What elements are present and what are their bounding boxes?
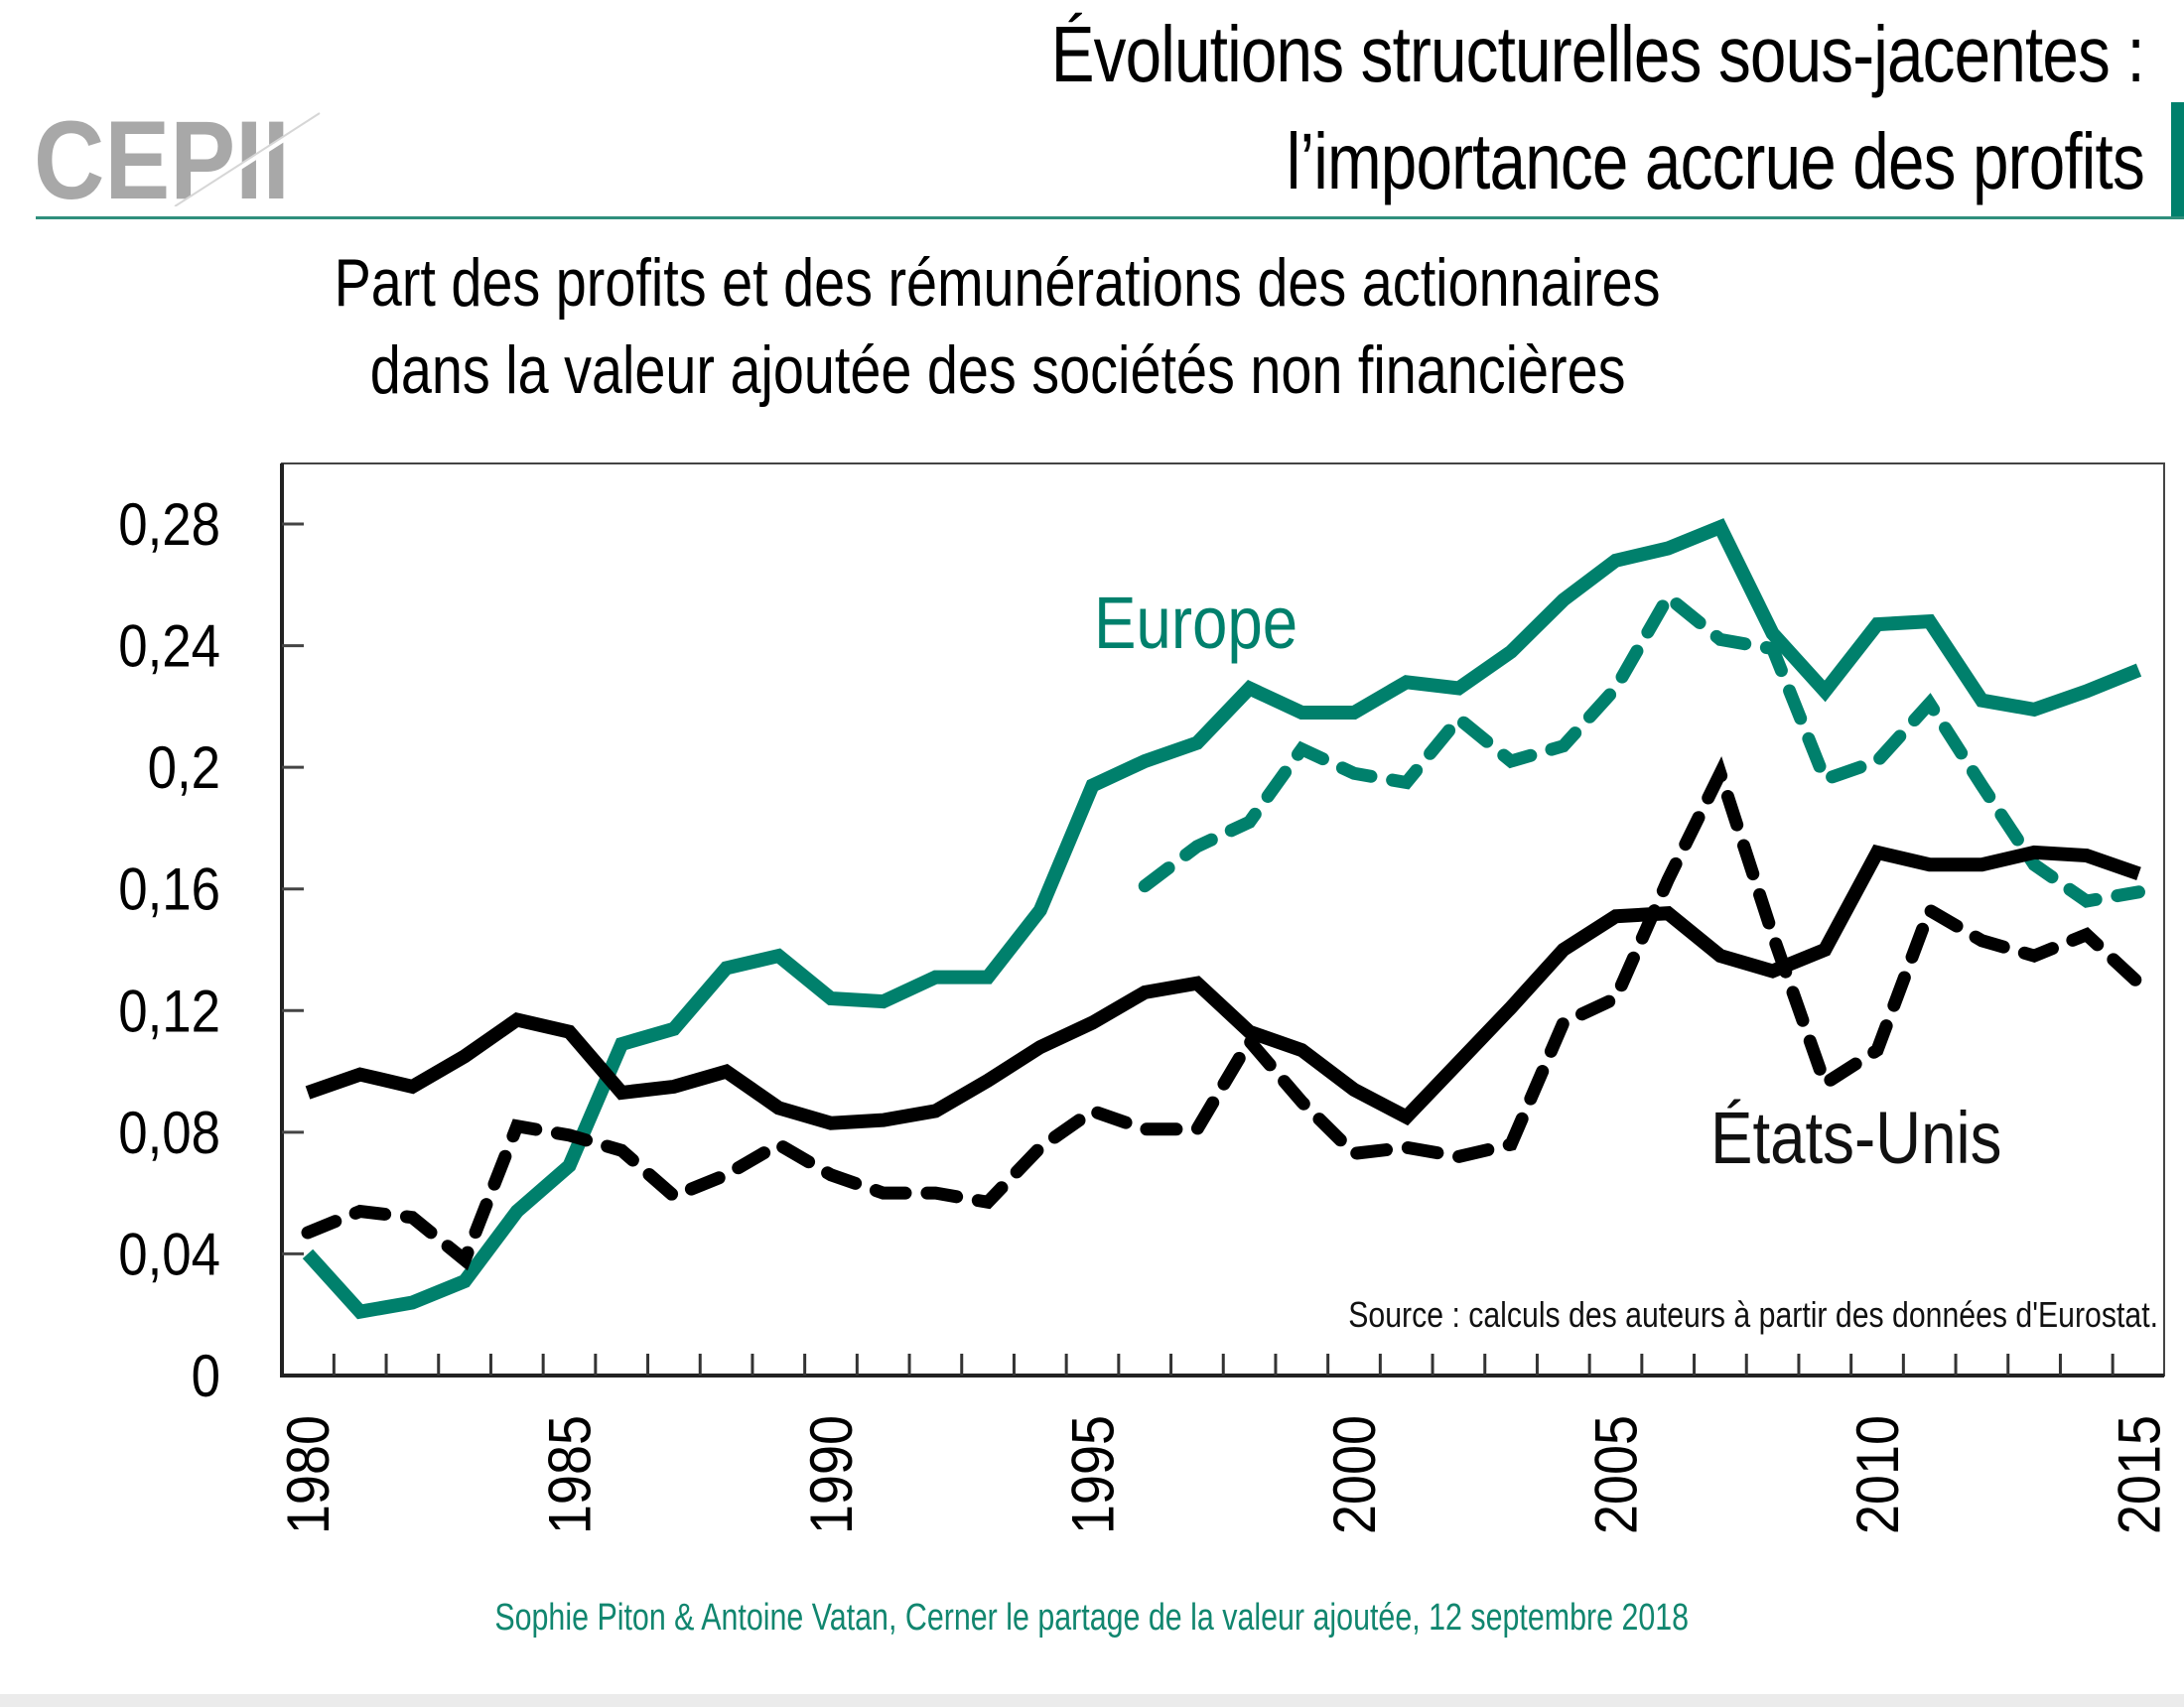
x-tick-label: 1995 (1060, 1415, 1127, 1534)
svg-text:CEPII: CEPII (34, 107, 290, 206)
europe-dashed-line (1138, 587, 2145, 908)
chart-subtitle-text: dans la valeur ajoutée des sociétés non … (369, 332, 1626, 408)
chart-axes (280, 462, 2165, 1378)
europe-solid-line (302, 518, 2142, 1320)
footer-citation: Sophie Piton & Antoine Vatan, Cerner le … (0, 1596, 2184, 1640)
y-tick-label: 0 (192, 1343, 220, 1409)
x-tick-label: 1985 (537, 1415, 604, 1534)
chart-title: Part des profits et des rémunérations de… (0, 248, 2090, 318)
x-tick-label: 1980 (275, 1415, 341, 1534)
chart-subtitle: dans la valeur ajoutée des sociétés non … (0, 335, 2090, 405)
x-tick-label: 2010 (1844, 1415, 1911, 1534)
y-tick-label: 0,08 (118, 1100, 220, 1166)
x-tick-label: 2005 (1583, 1415, 1650, 1534)
y-tick-label: 0,2 (148, 734, 220, 801)
slide-title-line-2: l’importance accrue des profits (1286, 117, 2145, 205)
y-tick-label: 0,12 (118, 978, 220, 1044)
chart-labels: 0 0,04 0,08 0,12 0,16 0,2 0,24 0,28 1980 1985 1990… (118, 491, 2173, 1534)
header-divider (36, 216, 2184, 219)
chart-title-text: Part des profits et des rémunérations de… (335, 245, 1661, 321)
x-tick-label: 1990 (798, 1415, 865, 1534)
bottom-band (0, 1694, 2184, 1707)
europe-series-label: Europe (1094, 583, 1297, 665)
y-tick-label: 0,16 (118, 856, 220, 923)
x-tick-label: 2015 (2107, 1415, 2173, 1534)
chart-series (301, 518, 2145, 1320)
slide-title-line-1: Évolutions structurelles sous-jacentes : (1050, 10, 2145, 98)
y-tick-label: 0,28 (118, 491, 220, 558)
source-note: Source : calculs des auteurs à partir de… (1348, 1296, 2158, 1336)
us-series-label: États-Unis (1710, 1098, 2001, 1180)
accent-bar (2171, 102, 2184, 219)
y-tick-label: 0,04 (118, 1221, 220, 1287)
x-tick-label: 2000 (1321, 1415, 1388, 1534)
cepii-logo: CEPII (34, 107, 324, 206)
footer-citation-text: Sophie Piton & Antoine Vatan, Cerner le … (494, 1597, 1690, 1639)
us-dashed-line (301, 756, 2145, 1271)
us-solid-line (305, 844, 2141, 1130)
y-tick-label: 0,24 (118, 612, 220, 679)
